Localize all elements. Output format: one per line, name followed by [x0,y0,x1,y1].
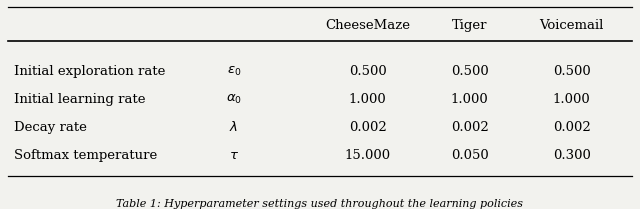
Text: Initial learning rate: Initial learning rate [14,93,146,106]
Text: $\lambda$: $\lambda$ [230,120,239,134]
Text: 0.002: 0.002 [451,121,488,134]
Text: 0.002: 0.002 [553,121,591,134]
Text: $\alpha_0$: $\alpha_0$ [226,93,242,106]
Text: Decay rate: Decay rate [14,121,87,134]
Text: $\tau$: $\tau$ [229,149,239,162]
Text: 0.500: 0.500 [451,65,488,78]
Text: 0.002: 0.002 [349,121,387,134]
Text: 1.000: 1.000 [451,93,488,106]
Text: 15.000: 15.000 [345,149,391,162]
Text: Softmax temperature: Softmax temperature [14,149,157,162]
Text: Table 1: Hyperparameter settings used throughout the learning policies: Table 1: Hyperparameter settings used th… [116,199,524,209]
Text: Tiger: Tiger [452,19,488,32]
Text: 0.050: 0.050 [451,149,488,162]
Text: 1.000: 1.000 [349,93,387,106]
Text: $\epsilon_0$: $\epsilon_0$ [227,64,241,78]
Text: CheeseMaze: CheeseMaze [325,19,410,32]
Text: Initial exploration rate: Initial exploration rate [14,65,166,78]
Text: 0.300: 0.300 [553,149,591,162]
Text: Voicemail: Voicemail [540,19,604,32]
Text: 1.000: 1.000 [553,93,591,106]
Text: 0.500: 0.500 [553,65,591,78]
Text: 0.500: 0.500 [349,65,387,78]
